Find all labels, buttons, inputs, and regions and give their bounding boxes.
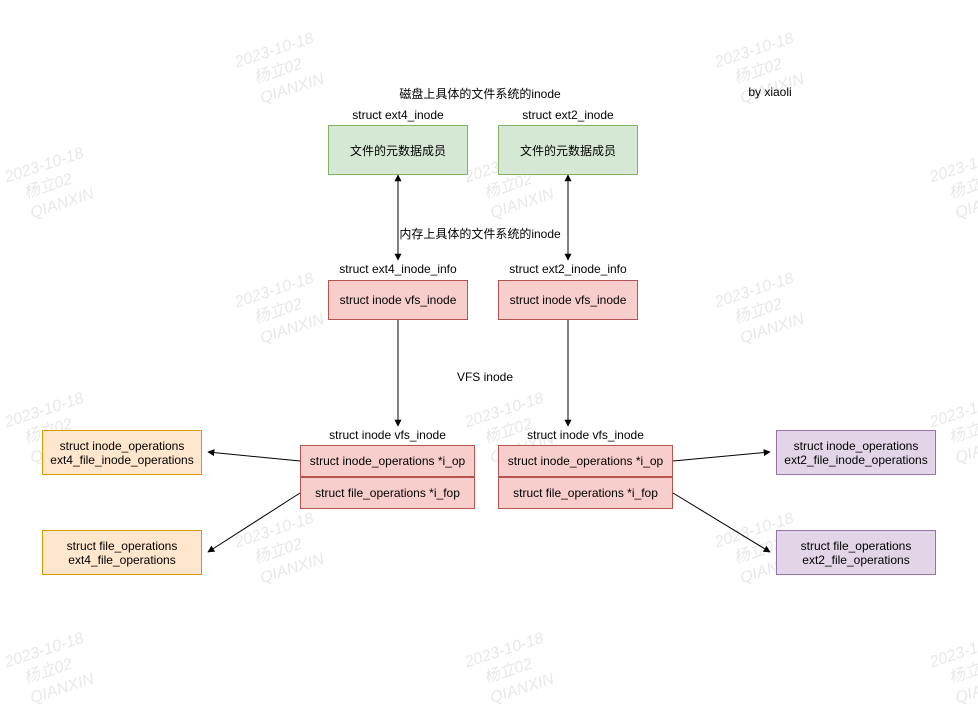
ext4-iop-target: struct inode_operations ext4_file_inode_… [42,430,202,475]
ext2-info-box: struct inode vfs_inode [498,280,638,320]
ext2-info-label: struct ext2_inode_info [498,262,638,276]
title-mem: 内存上具体的文件系统的inode [350,225,610,242]
watermark: 2023-10-18 杨立02 QIANXIN [927,144,978,229]
watermark: 2023-10-18 杨立02 QIANXIN [232,269,329,354]
ext4-fop-target-text: struct file_operations ext4_file_operati… [67,539,178,567]
watermark: 2023-10-18 杨立02 QIANXIN [927,629,978,714]
ext2-iop-box: struct inode_operations *i_op [498,445,673,477]
ext2-vfs-label: struct inode vfs_inode [498,428,673,442]
watermark: 2023-10-18 杨立02 QIANXIN [232,29,329,114]
ext2-fop-target: struct file_operations ext2_file_operati… [776,530,936,575]
watermark: 2023-10-18 杨立02 QIANXIN [462,629,559,714]
watermark: 2023-10-18 杨立02 QIANXIN [232,509,329,594]
watermark: 2023-10-18 杨立02 QIANXIN [712,269,809,354]
ext4-fop-box: struct file_operations *i_fop [300,477,475,509]
ext4-iop-box: struct inode_operations *i_op [300,445,475,477]
ext2-iop-target-text: struct inode_operations ext2_file_inode_… [784,439,927,467]
ext2-green-box: 文件的元数据成员 [498,125,638,175]
byline: by xiaoli [730,85,810,99]
watermark: 2023-10-18 杨立02 QIANXIN [2,144,99,229]
ext2-struct-label: struct ext2_inode [498,108,638,122]
title-disk: 磁盘上具体的文件系统的inode [350,85,610,102]
ext4-info-box: struct inode vfs_inode [328,280,468,320]
ext4-info-label: struct ext4_inode_info [328,262,468,276]
ext4-fop-target: struct file_operations ext4_file_operati… [42,530,202,575]
watermark: 2023-10-18 杨立02 QIANXIN [712,29,809,114]
ext4-iop-target-text: struct inode_operations ext4_file_inode_… [50,439,193,467]
ext4-struct-label: struct ext4_inode [328,108,468,122]
title-vfs: VFS inode [440,370,530,384]
ext2-fop-target-text: struct file_operations ext2_file_operati… [801,539,912,567]
watermark: 2023-10-18 杨立02 QIANXIN [2,629,99,714]
ext2-iop-target: struct inode_operations ext2_file_inode_… [776,430,936,475]
ext2-fop-box: struct file_operations *i_fop [498,477,673,509]
ext4-green-box: 文件的元数据成员 [328,125,468,175]
ext4-vfs-label: struct inode vfs_inode [300,428,475,442]
